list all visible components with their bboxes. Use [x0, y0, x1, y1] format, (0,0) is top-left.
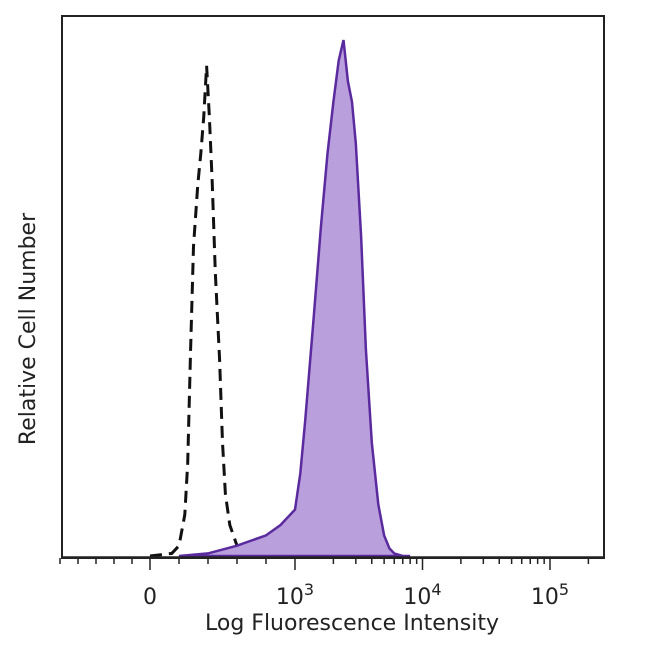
x-tick-label: 105: [531, 580, 569, 610]
x-tick-label: 0: [143, 585, 157, 610]
x-axis-label: Log Fluorescence Intensity: [205, 611, 499, 636]
x-tick-label: 103: [276, 580, 314, 610]
series-filled-histogram: [178, 39, 411, 558]
series-dashed-histogram: [149, 65, 295, 558]
x-tick-label: 104: [403, 580, 441, 610]
y-axis-label: Relative Cell Number: [16, 212, 41, 445]
